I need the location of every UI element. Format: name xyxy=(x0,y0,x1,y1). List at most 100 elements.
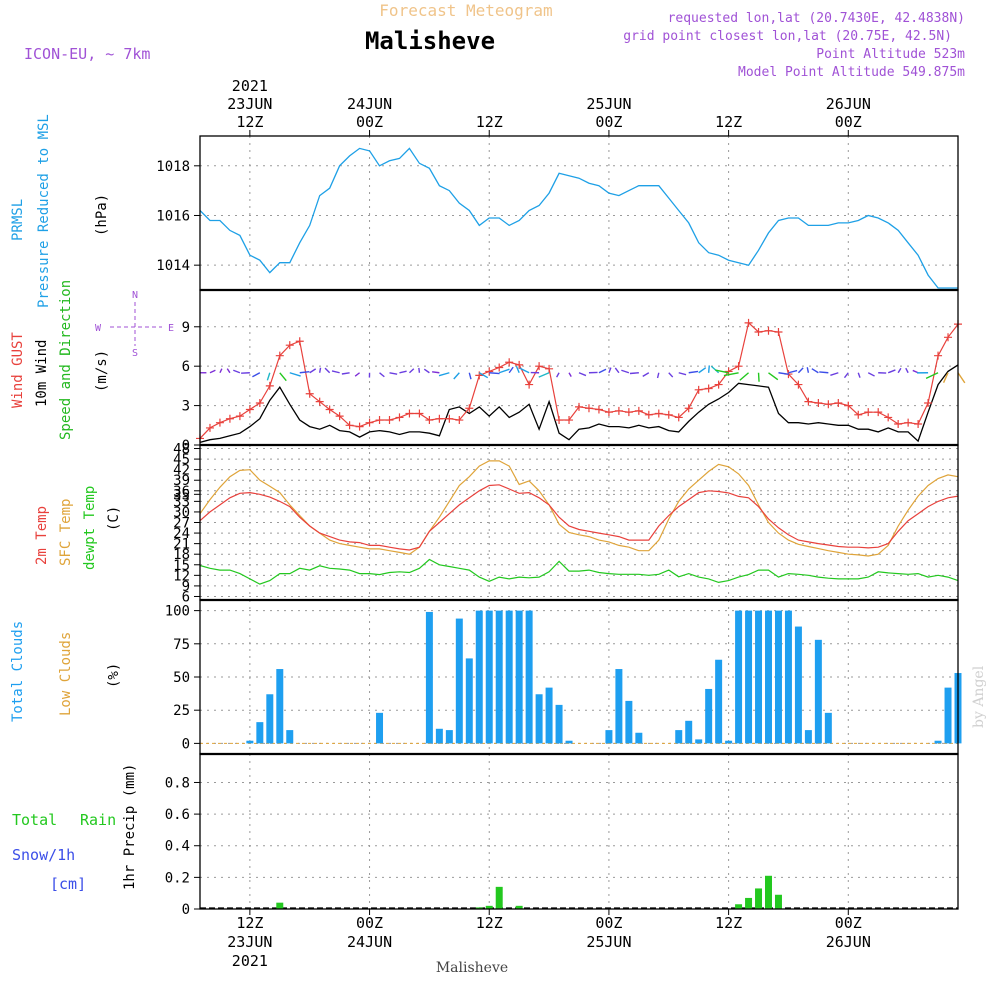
wind-direction-arrow xyxy=(698,367,707,374)
precip-snow-unit: [cm] xyxy=(50,875,86,893)
wind-unit: (m/s) xyxy=(94,350,110,392)
wind-direction-arrow xyxy=(432,371,440,374)
total-clouds-bar xyxy=(475,610,483,744)
bottom-time-label: 23JUN xyxy=(227,933,272,951)
total-clouds-bar xyxy=(804,730,812,744)
wind-gust-marker xyxy=(465,404,474,413)
precip-rain-label: Rain xyxy=(80,811,116,829)
precip-snow-label: Snow/1h xyxy=(12,846,75,864)
bottom-time-label: 00Z xyxy=(595,914,622,932)
y-tick-label: 15 xyxy=(173,558,190,574)
wind-direction-arrow xyxy=(423,368,430,374)
total-clouds-bar xyxy=(515,610,523,744)
wind-gust-marker xyxy=(894,419,903,428)
total-clouds-bar xyxy=(814,639,822,744)
wind-gust-marker xyxy=(535,362,544,371)
total-clouds-bar xyxy=(605,730,613,744)
wind-gust-marker xyxy=(355,422,364,431)
temp-2m-label: 2m Temp xyxy=(34,506,50,565)
wind-direction-arrow xyxy=(942,372,949,384)
wind-gust-marker xyxy=(425,416,434,425)
wind-gust-marker xyxy=(804,397,813,406)
y-tick-label: 36 xyxy=(173,484,190,500)
wind-direction-arrow xyxy=(957,372,966,384)
wind-gust-marker xyxy=(365,418,374,427)
wind-gust-marker xyxy=(285,341,294,350)
wind-direction-arrow xyxy=(252,372,261,378)
wind-gust-marker xyxy=(734,362,743,371)
rain-bar xyxy=(475,907,483,909)
wind-gust-marker xyxy=(874,408,883,417)
point-altitude: Point Altitude 523m xyxy=(816,47,965,62)
wind-direction-arrow xyxy=(707,365,710,373)
rain-bar xyxy=(735,904,743,909)
wind-direction-arrow xyxy=(408,368,415,374)
y-tick-label: 9 xyxy=(182,320,190,336)
wind-gust-marker xyxy=(864,408,873,417)
wind-direction-arrow xyxy=(715,369,729,374)
bottom-time-label: 12Z xyxy=(715,914,742,932)
wind-gust-marker xyxy=(754,328,763,337)
top-time-label: 00Z xyxy=(356,113,383,131)
wind-direction-arrow xyxy=(331,370,340,374)
y-tick-label: 45 xyxy=(173,452,190,468)
location-title: Malisheve xyxy=(365,27,495,55)
wind-direction-arrow xyxy=(324,367,331,374)
wind-gust-marker xyxy=(205,423,214,432)
total-clouds-bar xyxy=(794,626,802,744)
y-tick-label: 0 xyxy=(182,438,190,454)
wind-gust-marker xyxy=(944,333,953,342)
wind-gust-marker xyxy=(555,416,564,425)
dewpt-line xyxy=(199,558,959,585)
grid-point-coords: grid point closest lon,lat (20.75E, 42.5… xyxy=(623,29,952,44)
wind-direction-arrow xyxy=(857,372,861,378)
total-clouds-bar xyxy=(555,704,563,744)
rain-bar xyxy=(755,888,763,909)
rain-bar xyxy=(276,902,284,909)
wind-gust-marker xyxy=(575,402,583,411)
rain-bar xyxy=(774,894,782,909)
wind-direction-arrow xyxy=(723,372,739,377)
bottom-time-label: 00Z xyxy=(835,914,862,932)
wind-direction-arrow xyxy=(621,369,630,374)
pressure-panel: 1014 1016 1018 xyxy=(156,136,958,290)
wind-gust-marker xyxy=(844,401,853,410)
wind-direction-arrow xyxy=(508,366,514,374)
wind-gust-marker xyxy=(485,367,494,376)
wind-direction-arrow xyxy=(354,372,361,377)
total-clouds-bar xyxy=(615,669,623,744)
wind-direction-arrow xyxy=(399,370,407,374)
total-clouds-bar xyxy=(635,732,643,744)
temp-unit: (C) xyxy=(106,506,122,531)
wind-direction-arrow xyxy=(498,368,510,374)
total-clouds-bar xyxy=(535,694,543,744)
total-clouds-bar xyxy=(725,740,733,744)
wind-gust-marker xyxy=(495,363,504,372)
wind-direction-arrow xyxy=(226,368,231,374)
wind-gust-marker xyxy=(684,404,693,413)
wind-gust-marker xyxy=(644,410,653,419)
total-clouds-bar xyxy=(425,611,433,744)
compass-east: E xyxy=(168,323,174,334)
wind-gust-marker xyxy=(405,409,414,418)
temp-dewpt-label: dewpt Temp xyxy=(82,486,98,570)
wind-gust-marker xyxy=(674,413,683,422)
bottom-time-label: 00Z xyxy=(356,914,383,932)
wind-direction-arrow xyxy=(209,369,216,374)
wind-direction-arrow xyxy=(515,366,520,374)
wind-10m-label: 10m Wind xyxy=(34,340,50,407)
wind-gust-line xyxy=(199,321,959,439)
wind-gust-marker xyxy=(255,398,264,407)
bottom-time-label: 2021 xyxy=(232,952,268,970)
y-tick-label: 0 xyxy=(182,902,190,918)
wind-gust-marker xyxy=(215,418,224,427)
wind-direction-arrow xyxy=(519,367,530,374)
model-label: ICON-EU, ~ 7km xyxy=(24,45,150,63)
y-tick-label: 6 xyxy=(182,589,190,605)
wind-gust-marker xyxy=(335,412,344,421)
wind-gust-marker xyxy=(265,381,274,390)
total-clouds-bar xyxy=(276,669,284,744)
total-clouds-bar xyxy=(505,610,513,744)
wind-gust-marker xyxy=(375,416,384,425)
wind-direction-arrow xyxy=(418,367,421,373)
